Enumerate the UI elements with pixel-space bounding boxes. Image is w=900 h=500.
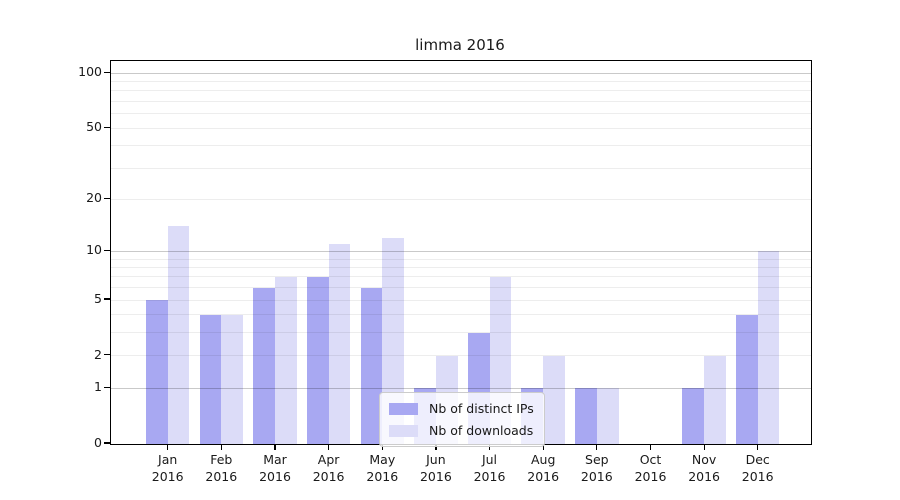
gridline-minor [111,167,811,169]
legend-entry-distinct-ips: Nb of distinct IPs [389,401,534,416]
gridline-minor [111,101,811,102]
x-tick-mark [596,445,598,450]
bar-distinct-ips-apr [306,276,329,444]
bar-distinct-ips-sep [575,388,597,444]
gridline-minor [111,299,811,301]
legend-entry-downloads: Nb of downloads [389,423,534,438]
bar-distinct-ips-mar [253,287,275,444]
y-tick-mark [104,386,110,388]
bar-downloads-jan [167,226,190,444]
x-tick-label-apr: Apr 2016 [312,452,345,484]
legend: Nb of distinct IPs Nb of downloads [379,392,545,447]
legend-label-downloads: Nb of downloads [429,423,534,438]
gridline-major [111,250,811,252]
y-tick-mark [104,442,110,444]
gridline-minor [111,113,811,115]
bar-downloads-apr [328,244,351,444]
y-tick-label: 20 [86,190,102,206]
y-tick-label: 5 [94,291,102,306]
gridline-minor [111,145,811,147]
y-tick-mark [104,126,110,128]
y-tick-label: 10 [86,242,102,258]
gridline-minor [111,258,811,260]
bar-downloads-nov [704,355,726,444]
x-tick-mark [274,445,276,450]
x-tick-mark [703,445,705,450]
legend-swatch-distinct-ips [389,402,418,415]
x-tick-label-sep: Sep 2016 [580,452,613,484]
legend-label-distinct-ips: Nb of distinct IPs [429,401,534,416]
x-tick-mark [757,445,759,450]
plot-area: Nb of distinct IPs Nb of downloads [110,60,812,447]
gridline-minor [111,198,811,200]
x-tick-mark [542,445,544,450]
x-tick-mark [435,445,437,450]
y-tick-label: 2 [94,346,102,362]
x-tick-label-jun: Jun 2016 [419,452,452,484]
x-tick-label-may: May 2016 [366,452,399,484]
y-tick-mark [104,197,110,200]
y-tick-mark [104,249,110,251]
y-tick-mark [104,354,110,356]
x-tick-mark [328,445,330,450]
y-tick-label: 100 [78,64,102,80]
bar-downloads-dec [757,251,780,444]
y-tick-mark [104,298,110,300]
y-tick-label: 50 [86,119,102,135]
x-tick-label-jan: Jan 2016 [151,452,184,484]
bar-distinct-ips-jan [146,300,168,444]
gridline-minor [111,267,811,268]
bar-downloads-aug [543,355,565,444]
x-tick-label-aug: Aug 2016 [527,452,560,484]
x-tick-mark [381,445,383,450]
gridline-major [111,72,811,74]
x-tick-label-mar: Mar 2016 [259,452,291,484]
y-tick-label: 1 [94,379,102,395]
bar-downloads-mar [274,276,297,444]
gridline-minor [111,287,811,289]
x-tick-mark [649,445,652,450]
x-tick-label-dec: Dec 2016 [741,452,774,484]
bar-downloads-sep [596,388,619,444]
chart-title: limma 2016 [415,36,505,54]
x-tick-label-oct: Oct 2016 [634,452,667,484]
gridline-minor [111,127,811,129]
bar-distinct-ips-feb [199,314,222,444]
y-tick-mark [104,71,110,73]
x-tick-label-nov: Nov 2016 [688,452,720,484]
legend-swatch-downloads [389,424,418,437]
gridline-minor [111,81,811,83]
gridline-minor [111,90,811,92]
bar-distinct-ips-dec [736,314,758,444]
x-tick-label-feb: Feb 2016 [205,452,238,484]
x-tick-mark [167,445,169,450]
x-tick-label-jul: Jul 2016 [473,452,506,484]
bar-distinct-ips-nov [682,388,705,444]
y-tick-label: 0 [94,435,102,450]
gridline-minor [111,276,811,278]
bar-distinct-ips-may [360,287,383,444]
x-tick-mark [220,445,222,450]
x-tick-mark [488,445,491,450]
bar-downloads-feb [221,314,244,444]
